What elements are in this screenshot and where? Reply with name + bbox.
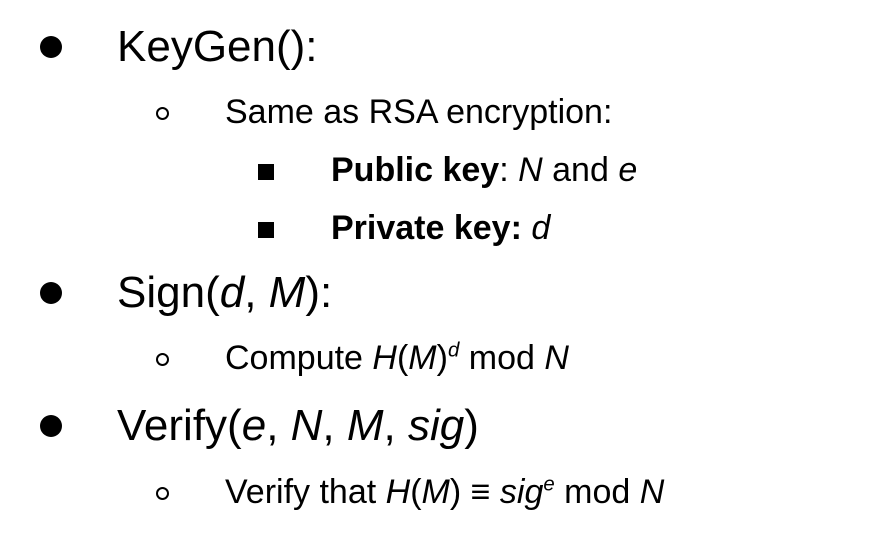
- equiv-symbol: ≡: [461, 473, 500, 511]
- verify-head-pre: Verify(: [117, 401, 242, 450]
- public-key-text: Public key: N and e: [331, 150, 637, 190]
- private-key-text: Private key: d: [331, 208, 550, 248]
- modulus-n: N: [639, 473, 665, 511]
- mod-label: mod: [554, 473, 640, 511]
- verify-comma: ,: [322, 401, 347, 450]
- bullet-dot-icon: [40, 36, 62, 58]
- verify-arg-sig: sig: [407, 401, 465, 450]
- message-m: M: [421, 473, 450, 511]
- sign-sub-text: Compute H(M)d mod N: [225, 338, 569, 378]
- public-key-sep: :: [499, 151, 509, 189]
- public-key-label: Public key: [331, 151, 500, 189]
- verify-arg-m: M: [346, 401, 384, 450]
- hash-h: H: [372, 339, 397, 377]
- private-key-d: d: [531, 209, 551, 247]
- sign-comma: ,: [244, 268, 269, 317]
- verify-arg-n: N: [290, 401, 323, 450]
- paren-right: ): [436, 339, 448, 377]
- verify-comma: ,: [383, 401, 408, 450]
- paren-left: (: [396, 339, 409, 377]
- modulus-n: N: [544, 339, 569, 377]
- signature-sig: sig: [499, 473, 544, 511]
- bullet-square-icon: [258, 164, 274, 180]
- keygen-heading: KeyGen():: [117, 22, 318, 71]
- bullet-square-icon: [258, 222, 274, 238]
- sign-head-post: ):: [305, 268, 333, 317]
- sign-arg-m: M: [268, 268, 306, 317]
- paren-left: (: [410, 473, 422, 511]
- public-key-and: and: [552, 151, 609, 189]
- sign-head-pre: Sign(: [117, 268, 220, 317]
- mod-label: mod: [459, 339, 545, 377]
- public-key-e: e: [618, 151, 638, 189]
- keygen-sub-text: Same as RSA encryption:: [225, 93, 613, 131]
- verify-comma: ,: [266, 401, 291, 450]
- compute-label: Compute: [225, 339, 373, 377]
- verify-heading: Verify(e, N, M, sig): [117, 401, 479, 451]
- hash-h: H: [385, 473, 411, 511]
- sign-heading: Sign(d, M):: [117, 268, 332, 318]
- exponent-d: d: [447, 339, 460, 362]
- verify-head-post: ): [464, 401, 479, 450]
- bullet-dot-icon: [40, 415, 62, 437]
- verify-sub-text: Verify that H(M) ≡ sige mod N: [225, 472, 664, 512]
- bullet-dot-icon: [40, 282, 62, 304]
- verify-that-label: Verify that: [225, 473, 386, 511]
- exponent-e: e: [543, 473, 555, 496]
- sign-arg-d: d: [219, 268, 245, 317]
- message-m: M: [408, 339, 437, 377]
- public-key-n: N: [518, 151, 543, 189]
- bullet-circle-icon: [156, 487, 169, 500]
- paren-right: ): [449, 473, 462, 511]
- private-key-label: Private key:: [331, 209, 522, 247]
- bullet-circle-icon: [156, 353, 169, 366]
- bullet-circle-icon: [156, 107, 169, 120]
- verify-arg-e: e: [241, 401, 267, 450]
